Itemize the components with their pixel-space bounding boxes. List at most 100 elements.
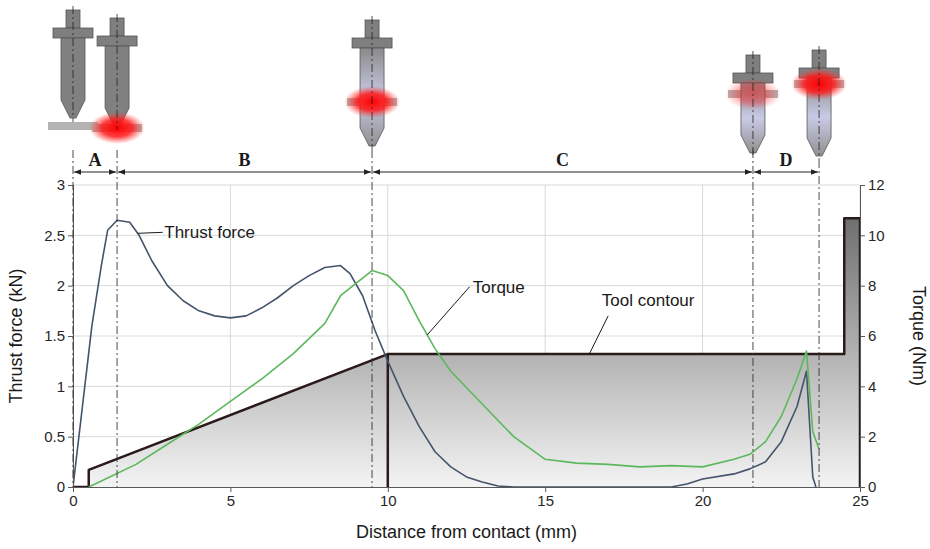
- x-axis-title: Distance from contact (mm): [356, 522, 577, 542]
- tick-mark: [860, 336, 865, 337]
- grid-line: [73, 285, 860, 286]
- tick: 25: [852, 487, 869, 509]
- tick: 2.5: [44, 227, 73, 244]
- tick: 20: [695, 487, 712, 509]
- tool-axis: [752, 51, 753, 157]
- phase-boundary: [819, 160, 820, 487]
- series-label: Tool contour: [602, 291, 695, 310]
- grid-line: [73, 336, 860, 337]
- tick-label: 20: [695, 492, 712, 509]
- tool-axis: [73, 6, 74, 122]
- tick: 6: [860, 327, 876, 344]
- tick-mark: [860, 487, 865, 488]
- tick-label: 8: [868, 277, 876, 294]
- leader-line: [589, 316, 608, 354]
- tick-mark: [68, 185, 73, 186]
- tool-axis: [117, 14, 118, 130]
- tick: 10: [380, 487, 397, 509]
- phase-label: C: [556, 150, 569, 170]
- tick: 0: [57, 478, 73, 495]
- tick: 1: [57, 378, 73, 395]
- phase-arrow: [754, 172, 818, 173]
- tool-icons: [48, 6, 847, 160]
- phase-boundary: [73, 150, 74, 487]
- leader-line: [138, 232, 163, 233]
- y-axis-title: Thrust force (kN): [6, 268, 26, 403]
- tick-mark: [68, 487, 73, 488]
- tick: 0: [69, 487, 77, 509]
- tick-label: 0: [868, 478, 876, 495]
- phases: A B C D: [73, 150, 819, 487]
- tick-mark: [68, 235, 73, 236]
- phase-boundary: [752, 150, 753, 487]
- tool-icon: [344, 16, 400, 150]
- tick-label: 2.5: [44, 227, 65, 244]
- phase-boundary: [117, 150, 118, 487]
- y-axis: 0 0.5 1 1.5 2 2.5 3: [44, 176, 73, 495]
- tick-label: 3: [57, 176, 65, 193]
- axis-line: [74, 488, 861, 493]
- series-label: Torque: [473, 278, 525, 297]
- tool-icon: [48, 6, 98, 130]
- tick-label: 12: [868, 176, 885, 193]
- tick: 12: [860, 176, 885, 193]
- tick: 2: [57, 277, 73, 294]
- tick: 10: [860, 227, 885, 244]
- tick-label: 2: [57, 277, 65, 294]
- plot-area: [73, 218, 860, 487]
- tick-mark: [860, 437, 865, 438]
- tick-mark: [860, 286, 865, 287]
- y2-axis-title: Torque (Nm): [909, 286, 929, 386]
- tick: 4: [860, 378, 876, 395]
- tick-mark: [68, 336, 73, 337]
- tick-label: 1: [57, 378, 65, 395]
- tick-label: 25: [852, 492, 869, 509]
- tick-label: 10: [868, 227, 885, 244]
- tick-mark: [860, 185, 865, 186]
- tick-mark: [68, 437, 73, 438]
- tool-axis: [819, 46, 820, 160]
- tick-mark: [68, 386, 73, 387]
- tool-icon: [89, 14, 145, 144]
- x-axis: 0 5 10 15 20 25: [69, 487, 869, 509]
- tick-mark: [68, 286, 73, 287]
- phase-label: A: [89, 150, 102, 170]
- tool-area: [73, 218, 860, 487]
- tick: 5: [227, 487, 235, 509]
- phase-boundary: [372, 150, 373, 487]
- leader-line: [427, 287, 469, 335]
- phase-label: D: [780, 150, 793, 170]
- tick-label: 2: [868, 428, 876, 445]
- tick: 0.5: [44, 428, 73, 445]
- tick-label: 4: [868, 378, 876, 395]
- phase-arrow: [373, 172, 752, 173]
- grid-line: [73, 185, 860, 186]
- tool-axis: [372, 16, 373, 150]
- tick-mark: [860, 386, 865, 387]
- chart: 051015202500.511.522.53024681012Distance…: [0, 0, 930, 549]
- tick-label: 1.5: [44, 327, 65, 344]
- tool-icon: [791, 46, 847, 160]
- tick-label: 15: [537, 492, 554, 509]
- tick-mark: [860, 235, 865, 236]
- series-line: [73, 220, 816, 487]
- tick: 0: [860, 478, 876, 495]
- grid: [73, 185, 860, 487]
- y2-axis: 0 2 4 6 8 10 12: [860, 176, 885, 495]
- phase-arrow: [118, 172, 371, 173]
- series-line: [89, 271, 819, 487]
- phase-arrow: [74, 172, 116, 173]
- tick: 8: [860, 277, 876, 294]
- tick-label: 10: [380, 492, 397, 509]
- tick: 15: [537, 487, 554, 509]
- tool-contour-line: [73, 218, 860, 487]
- tool-icon: [725, 51, 781, 157]
- tick-label: 0.5: [44, 428, 65, 445]
- tick-label: 6: [868, 327, 876, 344]
- phase-label: B: [239, 150, 251, 170]
- tick: 3: [57, 176, 73, 193]
- tick: 2: [860, 428, 876, 445]
- axis-line: [861, 186, 866, 488]
- tick: 1.5: [44, 327, 73, 344]
- series-label: Thrust force: [164, 223, 255, 242]
